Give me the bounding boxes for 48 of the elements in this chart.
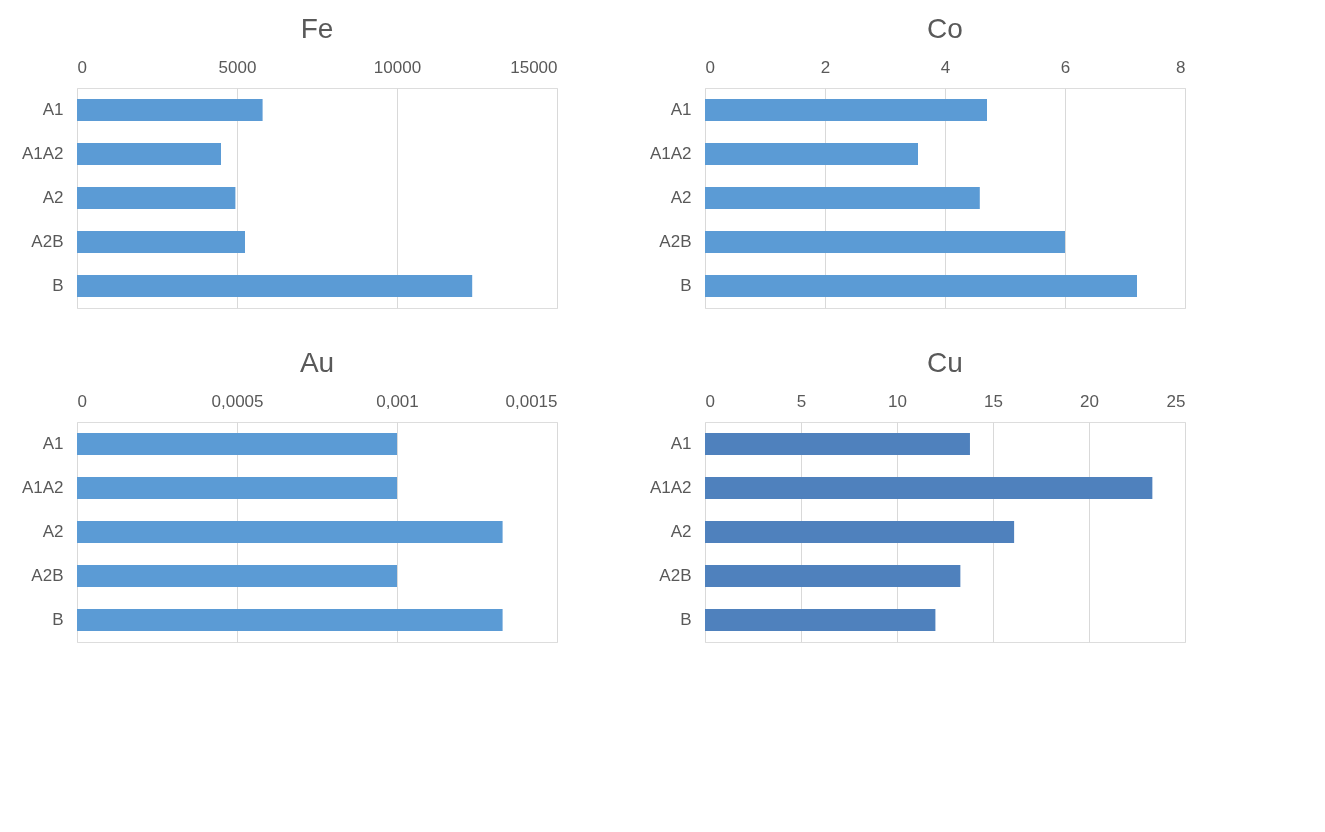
bar (705, 231, 1065, 253)
x-tick-label: 10 (888, 391, 907, 411)
x-tick-label: 25 (1166, 391, 1186, 411)
x-tick-label: 0 (705, 391, 715, 411)
x-tick-label: 0 (77, 391, 87, 411)
y-tick-label: A2B (31, 232, 64, 251)
bar (705, 143, 918, 165)
x-tick-label: 15000 (510, 57, 558, 77)
x-tick-label: 5 (796, 391, 807, 411)
y-tick-label: A2B (31, 566, 64, 585)
x-tick-label: 0,0015 (505, 391, 558, 411)
y-tick-label: A1A2 (649, 478, 692, 497)
x-tick-label: 6 (1060, 57, 1071, 77)
chart-title: Fe (300, 13, 334, 44)
x-tick-label: 20 (1080, 391, 1099, 411)
x-tick-label: 0 (77, 57, 87, 77)
x-tick-label: 15 (984, 391, 1003, 411)
y-tick-label: A1A2 (649, 144, 692, 163)
x-tick-label: 8 (1176, 57, 1186, 77)
bar (705, 99, 987, 121)
y-tick-label: B (52, 276, 64, 295)
y-tick-label: B (680, 276, 692, 295)
y-tick-label: A1A2 (21, 478, 64, 497)
x-tick-label: 0 (705, 57, 715, 77)
y-tick-label: A2B (659, 566, 692, 585)
x-tick-label: 0,0005 (211, 391, 264, 411)
y-tick-label: B (52, 610, 64, 629)
y-tick-label: A2 (670, 188, 692, 207)
chart-title: Co (927, 13, 963, 44)
y-tick-label: A1A2 (21, 144, 64, 163)
bar (705, 187, 980, 209)
y-tick-label: A2 (42, 522, 64, 541)
y-tick-label: A1 (42, 434, 64, 453)
x-tick-label: 2 (820, 57, 831, 77)
chart-title: Cu (927, 347, 963, 378)
y-tick-label: A1 (42, 100, 64, 119)
y-tick-label: A2B (659, 232, 692, 251)
bar (705, 275, 1137, 297)
y-tick-label: B (680, 610, 692, 629)
x-tick-label: 0,001 (376, 391, 419, 411)
chart-title: Au (299, 347, 335, 378)
y-tick-label: A1 (670, 434, 692, 453)
y-tick-label: A2 (670, 522, 692, 541)
x-tick-label: 5000 (218, 57, 257, 77)
y-tick-label: A1 (670, 100, 692, 119)
x-tick-label: 4 (940, 57, 951, 77)
x-tick-label: 10000 (373, 57, 422, 77)
y-tick-label: A2 (42, 188, 64, 207)
